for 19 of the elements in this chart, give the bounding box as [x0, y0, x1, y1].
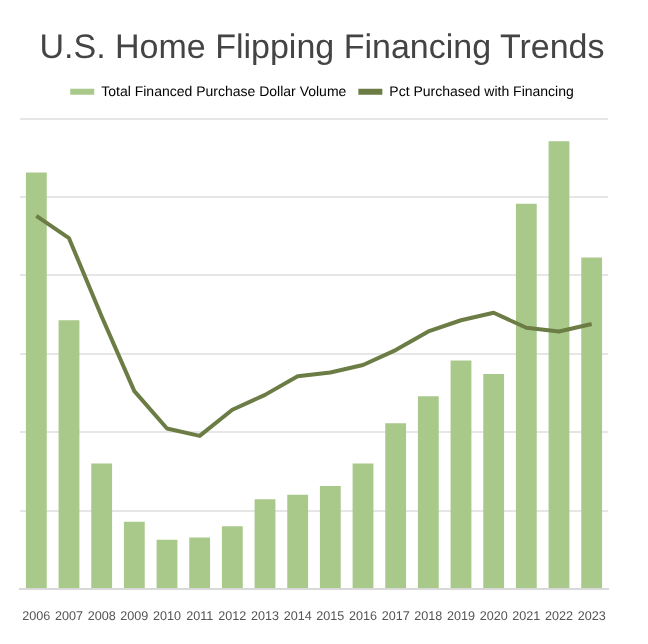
bar [352, 463, 374, 588]
bar [515, 203, 537, 588]
bar [417, 396, 439, 588]
bar [123, 521, 145, 588]
bar [156, 539, 178, 588]
bar [91, 463, 113, 588]
bar [287, 494, 309, 588]
bar [483, 373, 505, 588]
bar [450, 360, 472, 588]
bar [254, 499, 276, 588]
chart-title: U.S. Home Flipping Financing Trends [39, 27, 605, 66]
bar [58, 320, 80, 588]
bar [581, 257, 603, 588]
bar [385, 423, 407, 588]
bar [548, 141, 570, 588]
bar [221, 526, 243, 588]
bar [189, 537, 211, 588]
bar [319, 485, 341, 588]
bar [25, 172, 47, 588]
